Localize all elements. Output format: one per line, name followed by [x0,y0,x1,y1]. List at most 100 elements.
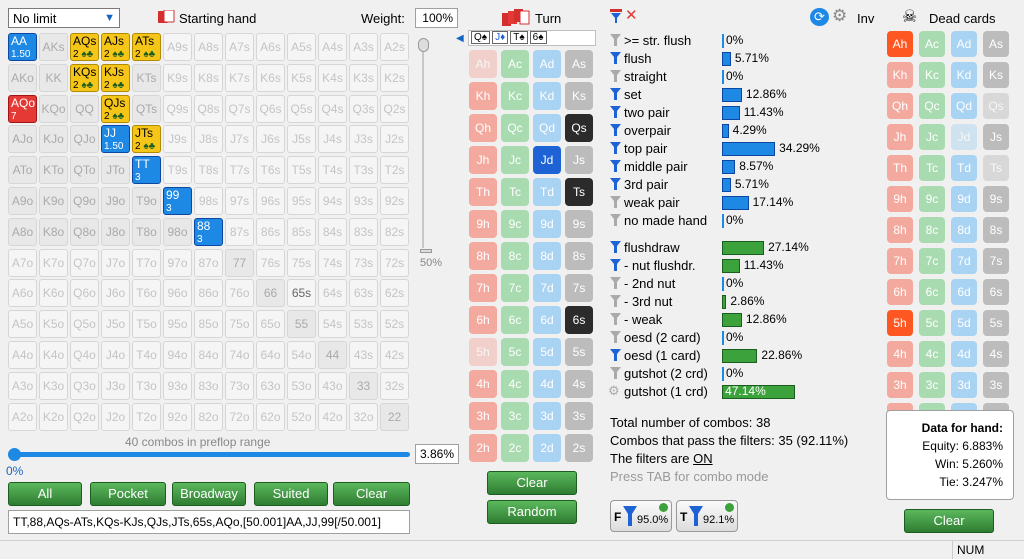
card-Kc[interactable]: Kc [919,62,945,88]
clear-board-button[interactable]: Clear [487,471,577,495]
range-cell-92o[interactable]: 92o [163,402,192,431]
chevron-left-icon[interactable]: ◀ [456,33,464,44]
range-cell-42o[interactable]: 42o [318,402,347,431]
range-cell-62s[interactable]: 62s [380,279,409,308]
card-3c[interactable]: 3c [501,402,529,430]
range-cell-J7s[interactable]: J7s [225,125,254,154]
filter-row[interactable]: straight 0% [610,68,810,86]
range-cell-93s[interactable]: 93s [349,187,378,215]
range-cell-Q4o[interactable]: Q4o [70,341,99,369]
card-As[interactable]: As [983,31,1009,57]
range-cell-76s[interactable]: 76s [256,248,285,277]
range-cell-ATo[interactable]: ATo [8,156,37,185]
range-cell-AQo[interactable]: AQo 7 [8,94,37,123]
card-4d[interactable]: 4d [951,341,977,367]
card-3d[interactable]: 3d [533,402,561,430]
range-cell-98o[interactable]: 98o [163,217,192,246]
card-Qh[interactable]: Qh [887,93,913,119]
range-cell-A6s[interactable]: A6s [256,33,285,61]
range-cell-43o[interactable]: 43o [318,371,347,400]
range-cell-99[interactable]: 99 3 [163,187,192,215]
range-cell-Q6o[interactable]: Q6o [70,279,99,308]
range-cell-55[interactable]: 55 [287,310,316,339]
range-cell-Q7s[interactable]: Q7s [225,94,254,123]
range-cell-93o[interactable]: 93o [163,371,192,400]
card-Kc[interactable]: Kc [501,82,529,110]
card-5s[interactable]: 5s [565,338,593,366]
range-cell-K9o[interactable]: K9o [39,187,68,215]
card-9h[interactable]: 9h [469,210,497,238]
range-cell-K4s[interactable]: K4s [318,63,347,92]
range-cell-95o[interactable]: 95o [163,310,192,339]
card-Kd[interactable]: Kd [951,62,977,88]
range-cell-T8o[interactable]: T8o [132,217,161,246]
gear-icon[interactable]: ⚙ [832,6,848,25]
card-Qc[interactable]: Qc [919,93,945,119]
range-cell-K2s[interactable]: K2s [380,63,409,92]
range-cell-QJo[interactable]: QJo [70,125,99,154]
range-cell-KQs[interactable]: KQs 2 ♠♣ [70,63,99,92]
range-cell-22[interactable]: 22 [380,402,409,431]
range-cell-K8s[interactable]: K8s [194,63,223,92]
range-cell-63s[interactable]: 63s [349,279,378,308]
range-cell-KQo[interactable]: KQo [39,94,68,123]
range-cell-82o[interactable]: 82o [194,402,223,431]
card-9c[interactable]: 9c [919,186,945,212]
range-cell-J7o[interactable]: J7o [101,248,130,277]
range-cell-74s[interactable]: 74s [318,248,347,277]
funnel-icon[interactable] [610,88,621,100]
range-cell-85o[interactable]: 85o [194,310,223,339]
flop-filter-button[interactable]: F 95.0% [610,500,672,532]
range-cell-66[interactable]: 66 [256,279,285,308]
range-cell-J8s[interactable]: J8s [194,125,223,154]
range-cell-54s[interactable]: 54s [318,310,347,339]
card-8h[interactable]: 8h [469,242,497,270]
range-cell-J3s[interactable]: J3s [349,125,378,154]
range-cell-K4o[interactable]: K4o [39,341,68,369]
range-cell-Q3o[interactable]: Q3o [70,371,99,400]
range-percent-slider[interactable] [8,448,410,461]
range-cell-J5o[interactable]: J5o [101,310,130,339]
range-cell-83s[interactable]: 83s [349,217,378,246]
card-Ks[interactable]: Ks [565,82,593,110]
range-cell-74o[interactable]: 74o [225,341,254,369]
card-3h[interactable]: 3h [469,402,497,430]
range-cell-J4s[interactable]: J4s [318,125,347,154]
range-cell-52s[interactable]: 52s [380,310,409,339]
funnel-icon[interactable] [610,295,621,307]
range-cell-A7s[interactable]: A7s [225,33,254,61]
range-cell-K8o[interactable]: K8o [39,217,68,246]
card-5d[interactable]: 5d [951,310,977,336]
card-As[interactable]: As [565,50,593,78]
range-cell-Q3s[interactable]: Q3s [349,94,378,123]
card-8s[interactable]: 8s [565,242,593,270]
card-Ac[interactable]: Ac [919,31,945,57]
range-cell-A7o[interactable]: A7o [8,248,37,277]
card-9d[interactable]: 9d [951,186,977,212]
card-5c[interactable]: 5c [919,310,945,336]
funnel-icon[interactable] [610,196,621,208]
range-cell-T3o[interactable]: T3o [132,371,161,400]
range-cell-42s[interactable]: 42s [380,341,409,369]
range-cell-84s[interactable]: 84s [318,217,347,246]
funnel-icon[interactable] [610,313,621,325]
card-Tc[interactable]: Tc [919,155,945,181]
card-8c[interactable]: 8c [501,242,529,270]
filter-row[interactable]: middle pair 8.57% [610,158,810,176]
range-cell-ATs[interactable]: ATs 2 ♠♣ [132,33,161,61]
card-Th[interactable]: Th [469,178,497,206]
range-cell-Q9o[interactable]: Q9o [70,187,99,215]
card-6c[interactable]: 6c [919,279,945,305]
range-cell-AQs[interactable]: AQs 2 ♠♣ [70,33,99,61]
pocket-button[interactable]: Pocket [90,482,166,506]
weight-slider-thumb[interactable] [418,38,429,52]
funnel-icon[interactable] [610,214,621,226]
range-cell-K6s[interactable]: K6s [256,63,285,92]
inv-label[interactable]: Inv [857,11,875,26]
range-cell-96s[interactable]: 96s [256,187,285,215]
filter-row[interactable]: no made hand 0% [610,212,810,230]
all-button[interactable]: All [8,482,82,506]
funnel-icon[interactable] [610,277,621,289]
card-Jc[interactable]: Jc [501,146,529,174]
range-cell-Q6s[interactable]: Q6s [256,94,285,123]
